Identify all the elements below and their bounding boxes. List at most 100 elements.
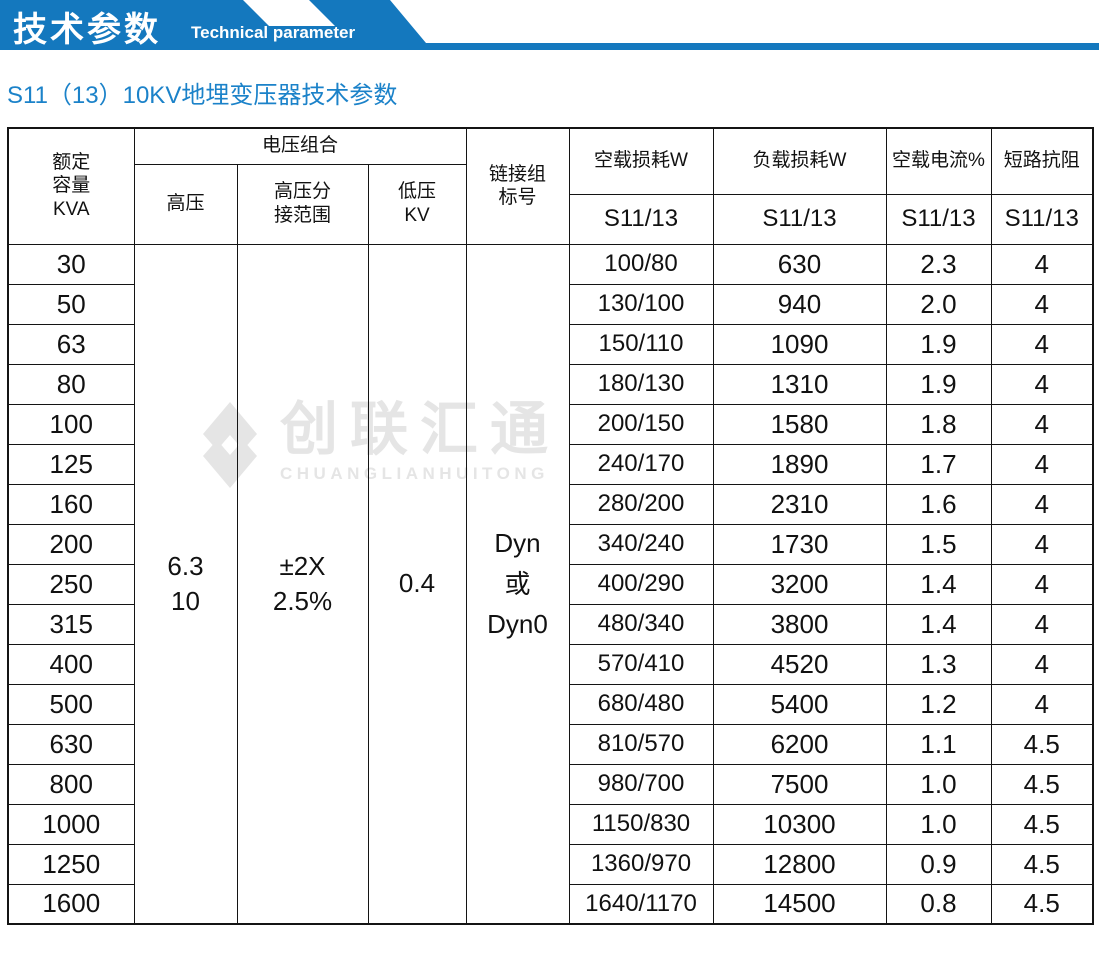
vector-value-cell: Dyn 或 Dyn0 <box>465 243 570 925</box>
no-load-current-cell: 1.0 <box>885 763 992 805</box>
load-loss-cell: 1090 <box>712 323 887 365</box>
load-loss-cell: 7500 <box>712 763 887 805</box>
capacity-cell: 1250 <box>7 843 135 885</box>
header-capacity: 额定 容量 KVA <box>7 127 135 245</box>
no-load-current-cell: 1.4 <box>885 603 992 645</box>
no-load-current-cell: 1.0 <box>885 803 992 845</box>
header-voltage-group: 电压组合 <box>133 127 467 165</box>
no-load-current-cell: 1.9 <box>885 363 992 405</box>
capacity-cell: 100 <box>7 403 135 445</box>
load-loss-cell: 1310 <box>712 363 887 405</box>
no-load-current-cell: 0.9 <box>885 843 992 885</box>
impedance-cell: 4.5 <box>990 723 1094 765</box>
header-hv-tap: 高压分 接范围 <box>236 163 369 245</box>
header-no-load-loss: 空载损耗W <box>568 127 714 195</box>
impedance-cell: 4 <box>990 403 1094 445</box>
no-load-current-cell: 1.1 <box>885 723 992 765</box>
capacity-cell: 315 <box>7 603 135 645</box>
no-load-current-cell: 0.8 <box>885 883 992 925</box>
no-load-current-cell: 1.8 <box>885 403 992 445</box>
no-load-loss-cell: 100/80 <box>568 243 714 285</box>
page-title: 技术参数 <box>13 11 161 49</box>
subheader-load-loss: S11/13 <box>712 193 887 245</box>
capacity-cell: 50 <box>7 283 135 325</box>
table-row: 100 200/150 1580 1.8 4 <box>7 403 1094 445</box>
load-loss-cell: 3800 <box>712 603 887 645</box>
no-load-current-cell: 2.0 <box>885 283 992 325</box>
section-title: S11（13）10KV地埋变压器技术参数 <box>7 82 398 109</box>
no-load-current-cell: 1.3 <box>885 643 992 685</box>
header-lv: 低压 KV <box>367 163 467 245</box>
table-row: 630 810/570 6200 1.1 4.5 <box>7 723 1094 765</box>
no-load-loss-cell: 1150/830 <box>568 803 714 845</box>
capacity-cell: 63 <box>7 323 135 365</box>
capacity-cell: 125 <box>7 443 135 485</box>
capacity-cell: 30 <box>7 243 135 285</box>
banner-ribbon <box>0 0 1099 50</box>
header-row-2: 高压 高压分 接范围 低压 KV <box>8 163 1093 245</box>
page-title-en: Technical parameter <box>191 23 356 42</box>
subheader-impedance: S11/13 <box>990 193 1094 245</box>
load-loss-cell: 630 <box>712 243 887 285</box>
capacity-cell: 1000 <box>7 803 135 845</box>
load-loss-cell: 3200 <box>712 563 887 605</box>
hv-value-cell: 6.3 10 <box>133 243 238 925</box>
header-hv: 高压 <box>133 163 238 245</box>
load-loss-cell: 940 <box>712 283 887 325</box>
no-load-loss-cell: 400/290 <box>568 563 714 605</box>
hv-tap-value-cell: ±2X 2.5% <box>236 243 369 925</box>
load-loss-cell: 1580 <box>712 403 887 445</box>
table-row: 63 150/110 1090 1.9 4 <box>7 323 1094 365</box>
impedance-cell: 4 <box>990 243 1094 285</box>
header-row-3: S11/13 S11/13 S11/13 S11/13 <box>8 193 1094 245</box>
load-loss-cell: 1890 <box>712 443 887 485</box>
table-row: 315 480/340 3800 1.4 4 <box>7 603 1094 645</box>
no-load-loss-cell: 570/410 <box>568 643 714 685</box>
impedance-cell: 4 <box>990 603 1094 645</box>
no-load-loss-cell: 480/340 <box>568 603 714 645</box>
no-load-loss-cell: 810/570 <box>568 723 714 765</box>
no-load-loss-cell: 280/200 <box>568 483 714 525</box>
no-load-current-cell: 2.3 <box>885 243 992 285</box>
subheader-no-load-current: S11/13 <box>885 193 992 245</box>
table-row: 500 680/480 5400 1.2 4 <box>7 683 1094 725</box>
impedance-cell: 4.5 <box>990 883 1094 925</box>
table-row: 50 130/100 940 2.0 4 <box>7 283 1094 325</box>
capacity-cell: 630 <box>7 723 135 765</box>
no-load-current-cell: 1.7 <box>885 443 992 485</box>
impedance-cell: 4 <box>990 483 1094 525</box>
table-row: 160 280/200 2310 1.6 4 <box>7 483 1094 525</box>
impedance-cell: 4 <box>990 363 1094 405</box>
capacity-cell: 250 <box>7 563 135 605</box>
impedance-cell: 4 <box>990 563 1094 605</box>
no-load-current-cell: 1.9 <box>885 323 992 365</box>
no-load-loss-cell: 340/240 <box>568 523 714 565</box>
load-loss-cell: 2310 <box>712 483 887 525</box>
lv-value-cell: 0.4 <box>367 243 467 925</box>
capacity-cell: 500 <box>7 683 135 725</box>
load-loss-cell: 14500 <box>712 883 887 925</box>
header-impedance: 短路抗阻 <box>990 127 1094 195</box>
table-row: 250 400/290 3200 1.4 4 <box>7 563 1094 605</box>
load-loss-cell: 10300 <box>712 803 887 845</box>
capacity-cell: 200 <box>7 523 135 565</box>
header-no-load-current: 空载电流% <box>885 127 992 195</box>
load-loss-cell: 1730 <box>712 523 887 565</box>
table-row: 800 980/700 7500 1.0 4.5 <box>7 763 1094 805</box>
capacity-cell: 1600 <box>7 883 135 925</box>
no-load-loss-cell: 1640/1170 <box>568 883 714 925</box>
no-load-current-cell: 1.5 <box>885 523 992 565</box>
table-row: 125 240/170 1890 1.7 4 <box>7 443 1094 485</box>
capacity-cell: 400 <box>7 643 135 685</box>
load-loss-cell: 5400 <box>712 683 887 725</box>
load-loss-cell: 6200 <box>712 723 887 765</box>
impedance-cell: 4 <box>990 643 1094 685</box>
table-row: 1250 1360/970 12800 0.9 4.5 <box>7 843 1094 885</box>
no-load-loss-cell: 240/170 <box>568 443 714 485</box>
no-load-current-cell: 1.4 <box>885 563 992 605</box>
load-loss-cell: 4520 <box>712 643 887 685</box>
no-load-loss-cell: 680/480 <box>568 683 714 725</box>
impedance-cell: 4 <box>990 523 1094 565</box>
spec-table: 额定 容量 KVA 电压组合 链接组 标号 空载损耗W 负载损耗W 空载电流% … <box>7 127 1094 925</box>
no-load-loss-cell: 150/110 <box>568 323 714 365</box>
